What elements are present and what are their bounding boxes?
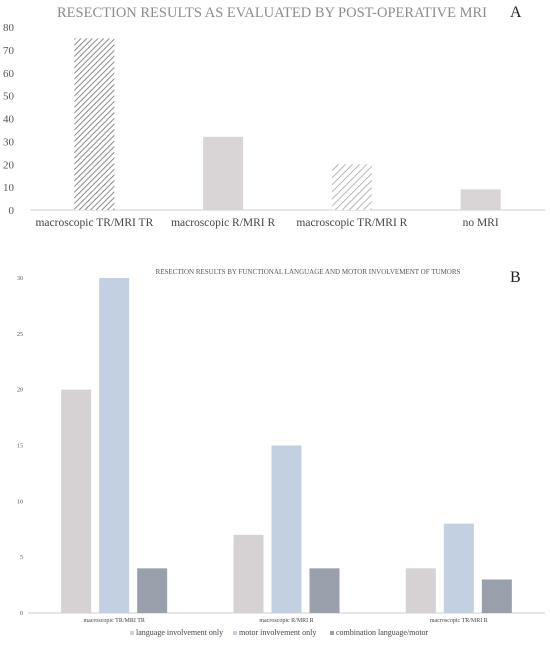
chart-b-bar [309, 568, 340, 613]
chart-a-title: RESECTION RESULTS AS EVALUATED BY POST-O… [57, 5, 487, 21]
chart-b-bar [271, 445, 302, 613]
chart-b-x-tick-label: macroscopic TR/MRI R [430, 618, 488, 624]
chart-a-y-tick-label: 40 [3, 114, 15, 126]
panel-a-label: A [510, 4, 522, 21]
chart-b-bar [481, 579, 512, 613]
chart-a-y-tick-label: 70 [3, 45, 15, 57]
legend-label: motor involvement only [239, 628, 316, 637]
chart-b-y-tick-label: 25 [17, 332, 23, 338]
chart-b-bar [405, 568, 436, 613]
panel-b-label: B [510, 269, 521, 286]
chart-b-x-tick-label: macroscopic TR/MRI TR [83, 618, 144, 624]
chart-b-y-ticks: 0 5 10 15 20 25 30 [17, 276, 23, 617]
chart-a-x-tick-label: macroscopic TR/MRI TR [35, 217, 153, 229]
chart-a-x-tick-label: no MRI [463, 217, 499, 229]
chart-a-y-tick-label: 60 [3, 68, 15, 80]
legend-label: combination language/motor [336, 628, 429, 637]
chart-b-bar [443, 523, 474, 613]
chart-b-y-tick-label: 5 [20, 555, 23, 561]
chart-a-y-tick-label: 80 [3, 22, 15, 34]
chart-b-y-tick-label: 30 [17, 276, 23, 282]
legend-label: language involvement only [136, 628, 223, 637]
panel-b: RESECTION RESULTS BY FUNCTIONAL LANGUAGE… [17, 268, 545, 637]
chart-b-bar [137, 568, 168, 613]
chart-a-y-tick-label: 10 [3, 182, 15, 194]
chart-b-title: RESECTION RESULTS BY FUNCTIONAL LANGUAGE… [156, 268, 461, 276]
panel-a: RESECTION RESULTS AS EVALUATED BY POST-O… [3, 4, 545, 229]
chart-b-y-tick-label: 10 [17, 499, 23, 505]
chart-a-y-tick-label: 0 [9, 205, 15, 217]
chart-a-y-ticks: 0 10 20 30 40 50 60 70 80 [3, 22, 15, 217]
legend-swatch [330, 631, 334, 635]
chart-a-x-tick-label: macroscopic TR/MRI R [296, 217, 407, 229]
chart-b-y-tick-label: 0 [20, 611, 23, 617]
chart-b-legend: language involvement only motor involveme… [130, 628, 429, 637]
chart-b-bar [99, 278, 130, 613]
chart-a-bars [74, 38, 501, 210]
chart-b-bar [61, 389, 92, 613]
legend-swatch [130, 631, 134, 635]
chart-b-y-tick-label: 15 [17, 444, 23, 450]
chart-b-bars [61, 278, 512, 613]
chart-a-bar [460, 189, 501, 210]
chart-a-x-labels: macroscopic TR/MRI TR macroscopic R/MRI R… [35, 217, 498, 229]
chart-a-x-tick-label: macroscopic R/MRI R [171, 217, 275, 229]
chart-a-bar [331, 164, 372, 210]
chart-b-x-tick-label: macroscopic R/MRI R [259, 618, 313, 624]
legend-swatch [233, 631, 237, 635]
chart-a-y-tick-label: 50 [3, 91, 15, 103]
chart-a-bar [203, 136, 244, 210]
chart-b-x-labels: macroscopic TR/MRI TR macroscopic R/MRI R… [83, 618, 487, 624]
chart-a-bar [74, 38, 115, 210]
chart-a-y-tick-label: 30 [3, 136, 15, 148]
chart-b-y-tick-label: 20 [17, 388, 23, 394]
chart-a-y-tick-label: 20 [3, 159, 15, 171]
chart-b-bar [233, 534, 264, 613]
